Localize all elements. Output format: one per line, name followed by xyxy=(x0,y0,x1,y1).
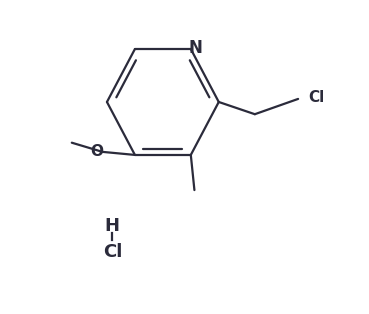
Text: H: H xyxy=(105,217,120,235)
Text: Cl: Cl xyxy=(103,243,122,261)
Text: O: O xyxy=(90,144,103,160)
Text: N: N xyxy=(188,39,202,57)
Text: Cl: Cl xyxy=(308,90,324,105)
